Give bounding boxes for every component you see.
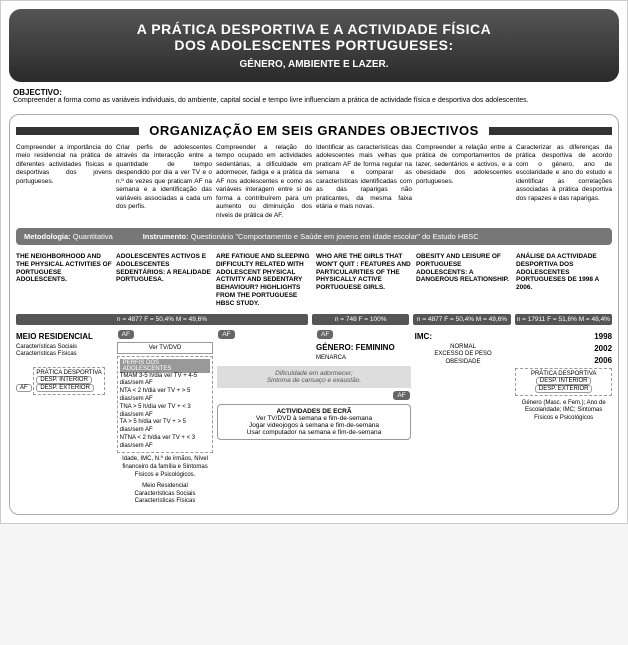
n-bar-6: n = 17911 F = 51,6% M = 48,4% (515, 314, 612, 325)
c2-mr: Meio Residencial (117, 483, 214, 491)
bar-left (16, 127, 139, 135)
obj-col-4: Identificar as características das adole… (316, 144, 412, 220)
c2-ph: PERFIS DOS ADOLESCENTES (120, 359, 211, 373)
met-value: Quantitativa (73, 232, 113, 241)
n-row: n = 4877 F = 50,4% M = 49,6% n = 748 F =… (16, 314, 612, 325)
detail-col-5: IMC: NORMAL EXCESSO DE PESO OBESIDADE (415, 329, 512, 507)
c6-vars: Género (Masc. e Fem.); Ano de Escolarida… (515, 400, 612, 423)
c4-men: MENARCA (316, 355, 411, 363)
c1-di: DESP. INTERIOR (36, 376, 92, 384)
c4-af2: AF (393, 391, 409, 400)
c3-ah: ACTIVIDADES DE ECRÃ (276, 408, 351, 415)
study-title-6: ANÁLISE DA ACTIVIDADE DESPORTIVA DOS ADO… (516, 253, 612, 308)
n-bar-4: n = 748 F = 100% (312, 314, 409, 325)
study-titles: THE NEIGHBORHOOD AND THE PHYSICAL ACTIVI… (16, 253, 612, 308)
c2-p2: NTA < 2 h/dia ver TV + > 5 dias/sem AF (120, 388, 211, 404)
c5-o2: EXCESSO DE PESO (415, 351, 512, 359)
org-title-row: ORGANIZAÇÃO EM SEIS GRANDES OBJECTIVOS (16, 123, 612, 138)
detail-col-3-4: AF AF GÉNERO: FEMININO MENARCA Dificulda… (217, 329, 410, 507)
detail-col-6: 1998 2002 2006 PRÁTICA DESPORTIVA DESP. … (515, 329, 612, 507)
details-row: MEIO RESIDENCIAL Características Sociais… (16, 329, 612, 507)
c1-de: DESP. EXTERIOR (36, 384, 94, 392)
c3-a3: Usar computador na semana e fim-de-seman… (221, 429, 406, 436)
obj-col-5: Compreender a relação entre a prática de… (416, 144, 512, 220)
symptoms-box: Dificuldade em adormecer; Sintoma de can… (217, 366, 410, 388)
c6-pd: PRÁTICA DESPORTIVA (518, 371, 609, 377)
c1-header: MEIO RESIDENCIAL (16, 332, 113, 341)
c6-pd-box: PRÁTICA DESPORTIVA DESP. INTERIOR DESP. … (515, 368, 612, 396)
c1-af: AF (16, 384, 32, 392)
c3-d2: Sintoma de cansaço e exaustão. (221, 377, 406, 384)
inst-value: Questionário "Comportamento e Saúde em j… (191, 232, 479, 241)
c2-p4: TA > 5 h/dia ver TV + > 5 dias/sem AF (120, 419, 211, 435)
title-line1: A PRÁTICA DESPORTIVA E A ACTIVIDADE FÍSI… (17, 21, 611, 37)
c5-o3: OBESIDADE (415, 359, 512, 367)
title-sub: GÉNERO, AMBIENTE E LAZER. (17, 59, 611, 70)
methodology-bar: Metodologia: Quantitativa Instrumento: Q… (16, 228, 612, 245)
c1-pd: PRÁTICA DESPORTIVA DESP. INTERIOR DESP. … (33, 367, 104, 395)
obj-col-6: Caracterizar as diferenças da prática de… (516, 144, 612, 220)
c2-vars: Idade, IMC, N.º de irmãos, Nível finance… (117, 456, 214, 479)
obj-col-3: Compreender a relação do tempo ocupado e… (216, 144, 312, 220)
objectivo-label: OBJECTIVO: (13, 88, 62, 97)
c1-s2: Características Físicas (16, 351, 113, 359)
met-label: Metodologia: (24, 232, 71, 241)
c6-y3: 2006 (515, 356, 612, 365)
bar-right (489, 127, 612, 135)
study-title-1: THE NEIGHBORHOOD AND THE PHYSICAL ACTIVI… (16, 253, 112, 308)
c2-cs: Características Sociais (117, 491, 214, 499)
c6-y2: 2002 (515, 344, 612, 353)
study-title-4: WHO ARE THE GIRLS THAT WON'T QUIT : FEAT… (316, 253, 412, 308)
title-line2: DOS ADOLESCENTES PORTUGUESES: (17, 37, 611, 53)
study-title-5: OBESITY AND LEISURE OF PORTUGUESE ADOLES… (416, 253, 512, 308)
c1-s1: Características Sociais (16, 344, 113, 352)
objectivo-block: OBJECTIVO: Compreender a forma como as v… (9, 82, 619, 110)
obj-col-1: Compreender a importância do meio reside… (16, 144, 112, 220)
n-bar-big: n = 4877 F = 50,4% M = 49,6% (16, 314, 308, 325)
c2-profiles: PERFIS DOS ADOLESCENTES TMAM 3-5 h/dia v… (117, 356, 214, 454)
c4-gh: GÉNERO: FEMININO (316, 343, 411, 352)
objectives-columns: Compreender a importância do meio reside… (16, 144, 612, 220)
objectivo-text: Compreender a forma como as variáveis in… (13, 97, 529, 104)
c2-p1: TMAM 3-5 h/dia ver TV + 4-5 dias/sem AF (120, 373, 211, 389)
c6-de: DESP. EXTERIOR (535, 385, 593, 393)
title-banner: A PRÁTICA DESPORTIVA E A ACTIVIDADE FÍSI… (9, 9, 619, 82)
inst-label: Instrumento: (143, 232, 189, 241)
study-title-2: ADOLESCENTES ACTIVOS E ADOLESCENTES SEDE… (116, 253, 212, 308)
c3-a1: Ver TV/DVD à semana e fim-de-semana (221, 415, 406, 422)
page: A PRÁTICA DESPORTIVA E A ACTIVIDADE FÍSI… (0, 0, 628, 524)
activities-box: ACTIVIDADES DE ECRÃ Ver TV/DVD à semana … (217, 404, 410, 440)
c2-tv: Ver TV/DVD (117, 342, 214, 354)
c5-h: IMC: (415, 332, 512, 341)
study-title-3: ARE FATIGUE AND SLEEPING DIFFICULTY RELA… (216, 253, 312, 308)
detail-col-1: MEIO RESIDENCIAL Características Sociais… (16, 329, 113, 507)
c2-p5: NTNA < 2 h/dia ver TV + < 3 dias/sem AF (120, 435, 211, 451)
c2-p3: TNA > 5 h/dia ver TV + < 3 dias/sem AF (120, 404, 211, 420)
detail-col-2: AF Ver TV/DVD PERFIS DOS ADOLESCENTES TM… (117, 329, 214, 507)
main-panel: ORGANIZAÇÃO EM SEIS GRANDES OBJECTIVOS C… (9, 114, 619, 515)
c6-y1: 1998 (515, 332, 612, 341)
c2-cf: Características Físicas (117, 498, 214, 506)
obj-col-2: Criar perfis de adolescentes através da … (116, 144, 212, 220)
c6-di: DESP. INTERIOR (536, 377, 592, 385)
c5-o1: NORMAL (415, 344, 512, 352)
c3-d1: Dificuldade em adormecer; (221, 370, 406, 377)
n-bar-5: n = 4877 F = 50,4% M = 49,6% (413, 314, 510, 325)
c2-af: AF (118, 330, 134, 339)
c3-a2: Jogar videojogos à semana e fim-de-seman… (221, 422, 406, 429)
c3-af: AF (218, 330, 234, 339)
c4-af: AF (317, 330, 333, 339)
org-title: ORGANIZAÇÃO EM SEIS GRANDES OBJECTIVOS (139, 123, 489, 138)
